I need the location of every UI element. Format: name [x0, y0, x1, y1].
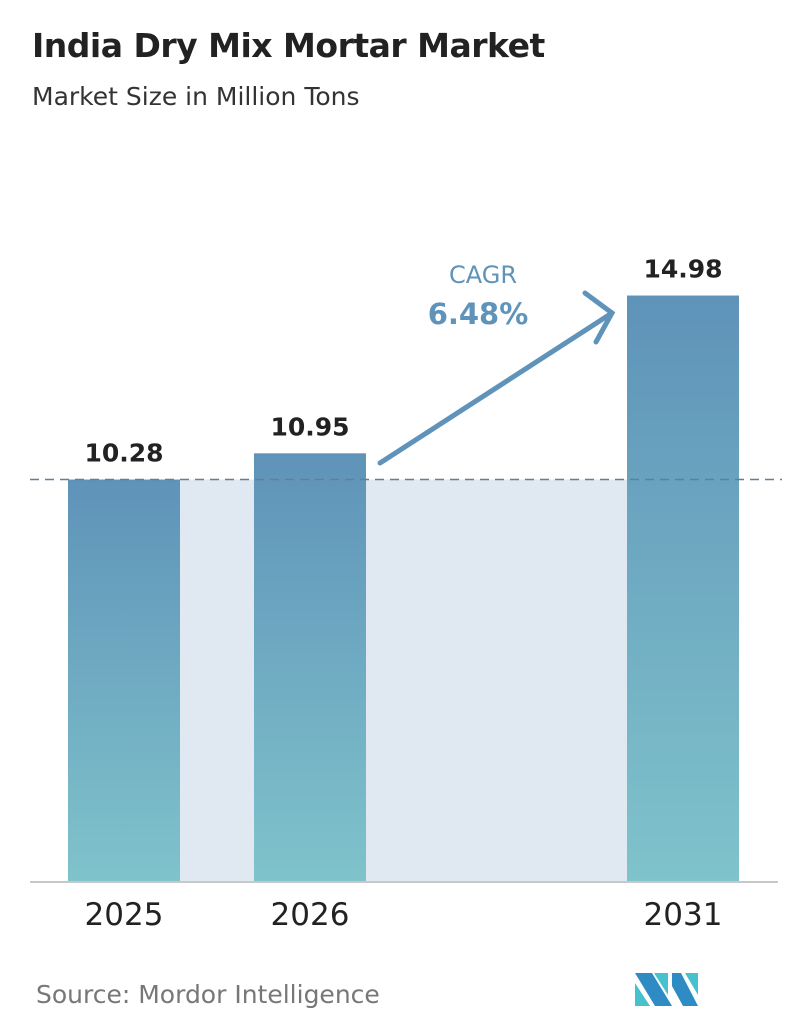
bar-2025	[68, 479, 180, 882]
data-label-2025: 10.28	[84, 439, 163, 468]
x-tick-label-2026: 2026	[271, 897, 350, 933]
chart-subtitle: Market Size in Million Tons	[32, 82, 360, 111]
data-label-2026: 10.95	[270, 412, 349, 441]
source-note: Source: Mordor Intelligence	[36, 980, 380, 1009]
bar-2026	[254, 453, 366, 882]
cagr-arrow	[377, 290, 616, 466]
mordor-logo	[635, 973, 698, 1006]
baseline-shaded-area	[180, 479, 627, 882]
x-tick-label-2025: 2025	[85, 897, 164, 933]
data-label-2031: 14.98	[643, 255, 722, 284]
cagr-value: 6.48%	[428, 297, 529, 331]
bar-2031	[627, 295, 739, 883]
cagr-label: CAGR	[449, 261, 517, 289]
x-tick-label-2031: 2031	[644, 897, 723, 933]
chart-title: India Dry Mix Mortar Market	[32, 26, 545, 65]
